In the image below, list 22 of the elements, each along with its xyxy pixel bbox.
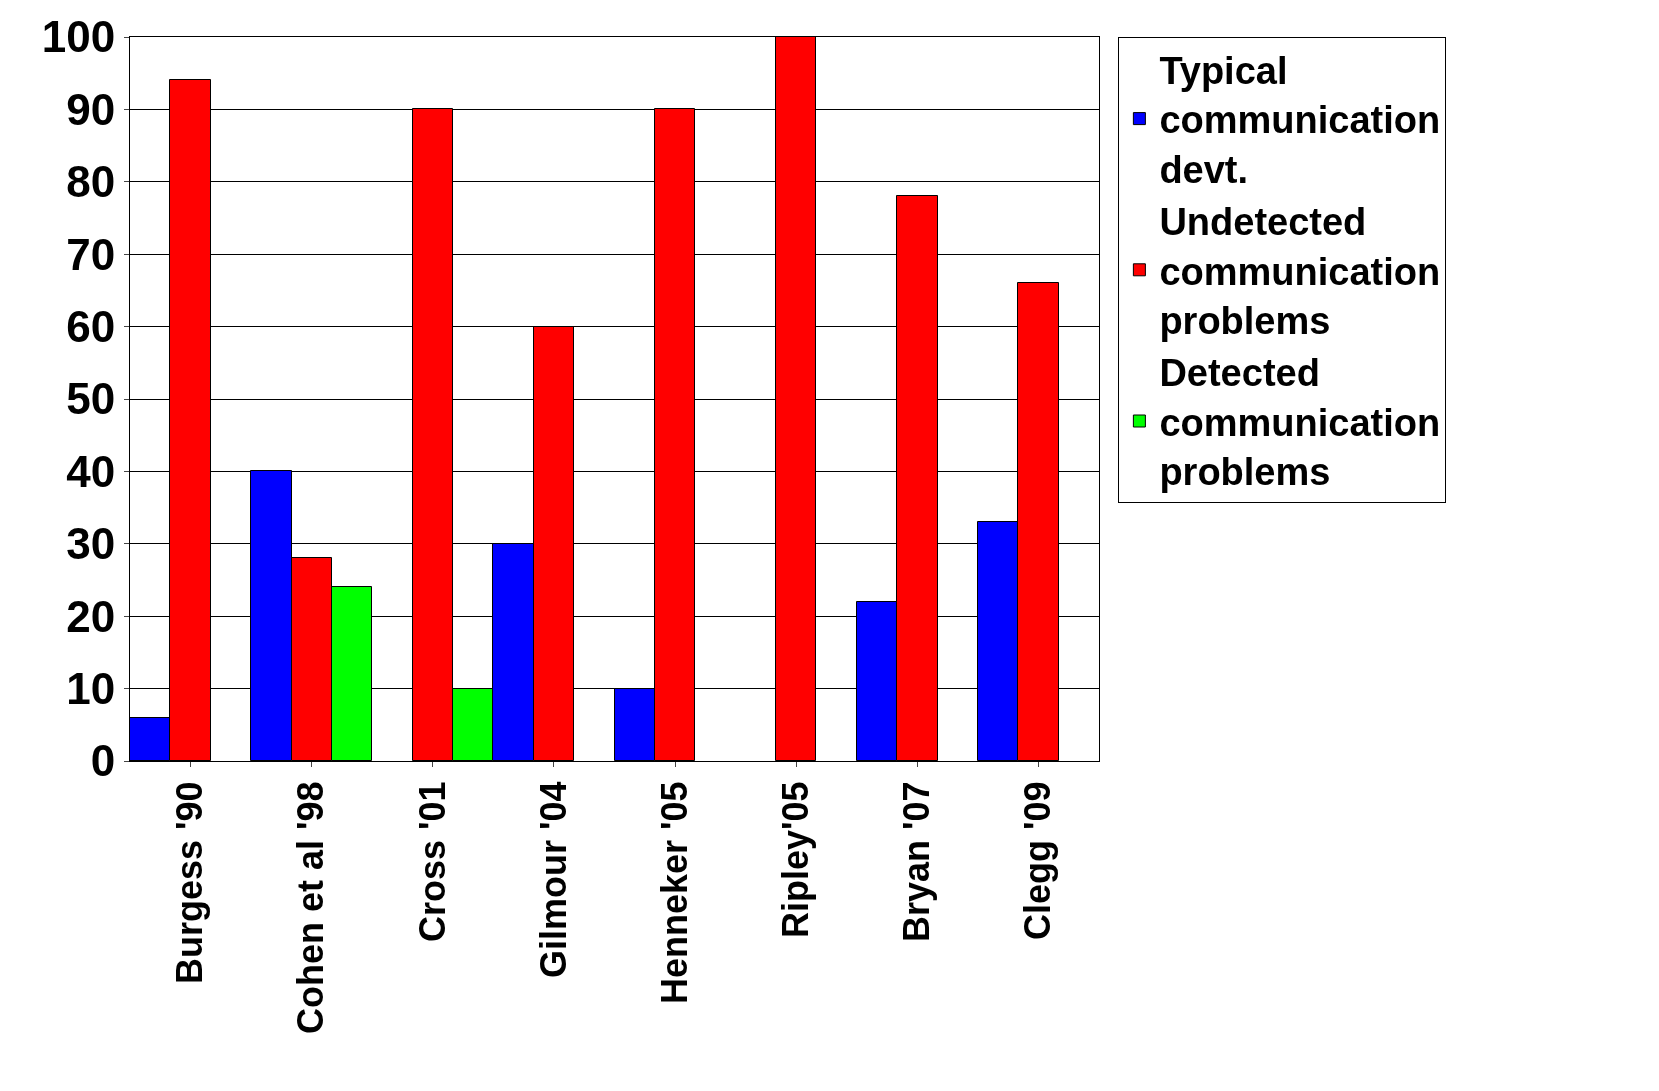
y-tick-label: 10 [66,664,116,713]
x-tick-label: Burgess '90 [169,781,211,985]
y-tick-label: 40 [66,446,116,496]
legend-label: Undetected communication problems [1159,201,1441,343]
legend-label: Typical communication devt. [1159,50,1441,191]
y-tick-label: 100 [41,12,116,62]
y-tick-label: 20 [66,591,116,641]
legend-label: Detected communication problems [1159,352,1441,494]
x-tick-label: Cohen et al '98 [290,781,332,1035]
x-tick-label: Henneker '05 [653,781,695,1005]
x-tick-label: Cross '01 [411,781,453,943]
y-tick-label: 90 [66,84,116,134]
y-tick-label: 70 [66,229,116,279]
y-tick-label: 80 [66,157,116,207]
x-tick-label: Ripley'05 [774,781,816,939]
y-tick-label: 0 [90,736,116,786]
y-tick-label: 50 [66,374,116,424]
x-tick-label: Clegg '09 [1017,781,1059,941]
x-tick-label: Gilmour '04 [532,781,574,979]
y-tick-label: 30 [66,519,116,569]
y-tick-label: 60 [66,302,116,351]
x-tick-label: Bryan '07 [896,781,938,943]
